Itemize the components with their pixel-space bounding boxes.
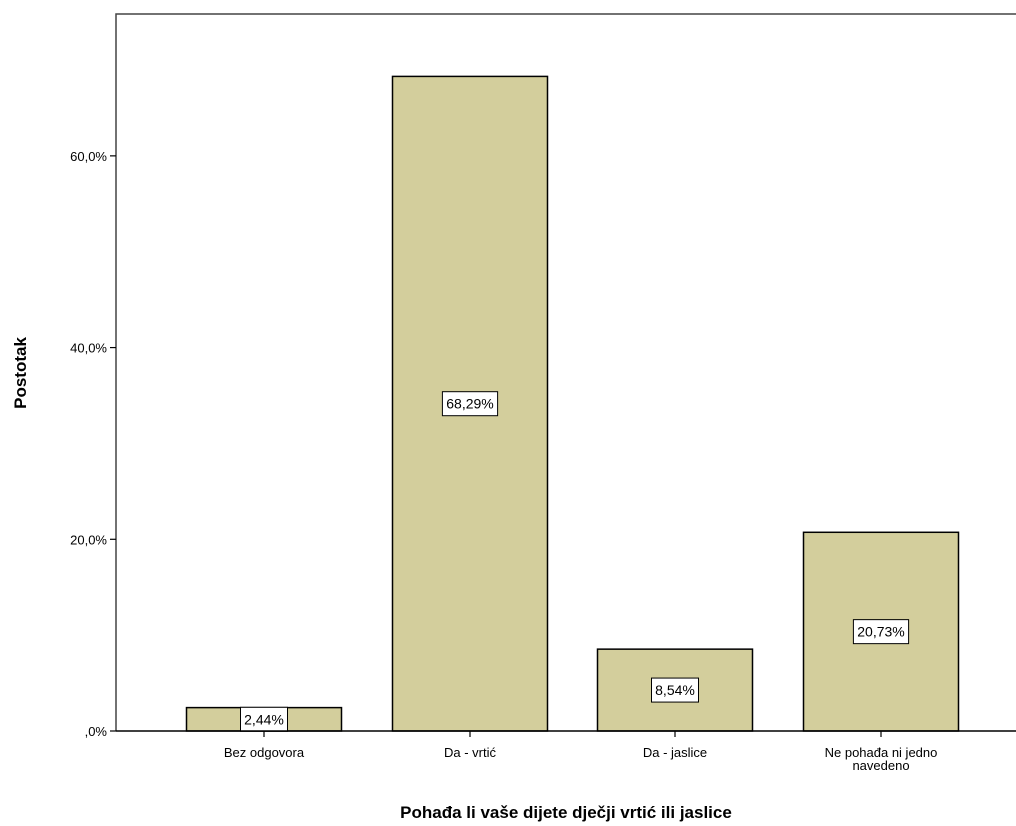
x-tick-label: navedeno [852,758,909,773]
y-tick-label: 20,0% [70,532,107,547]
data-label: 8,54% [655,682,695,698]
x-tick-label: Da - vrtić [444,745,497,760]
y-axis-title: Postotak [11,337,30,409]
data-label-box [852,619,910,645]
x-tick-label: Da - jaslice [643,745,707,760]
y-tick-label: 60,0% [70,149,107,164]
y-tick-label: ,0% [85,724,108,739]
y-axis: ,0% 20,0% 40,0% 60,0% [70,149,116,739]
data-label: 20,73% [857,624,904,640]
data-label-box [240,706,288,732]
x-axis-title: Pohađa li vaše dijete dječji vrtić ili j… [400,803,732,822]
data-label-box [651,677,699,703]
data-label: 2,44% [244,711,284,727]
data-label: 68,29% [446,396,493,412]
x-axis: Bez odgovora Da - vrtić Da - jaslice Ne poh… [116,730,1016,773]
data-label-box [441,391,499,417]
x-tick-label: Bez odgovora [224,745,305,760]
y-tick-label: 40,0% [70,341,107,356]
bars: 2,44% 68,29% 8,54% 20,73% [185,75,960,732]
plot-border [115,13,1016,731]
x-tick-label: Ne pohađa ni jedno [825,745,938,760]
plot-frame [115,13,1016,731]
